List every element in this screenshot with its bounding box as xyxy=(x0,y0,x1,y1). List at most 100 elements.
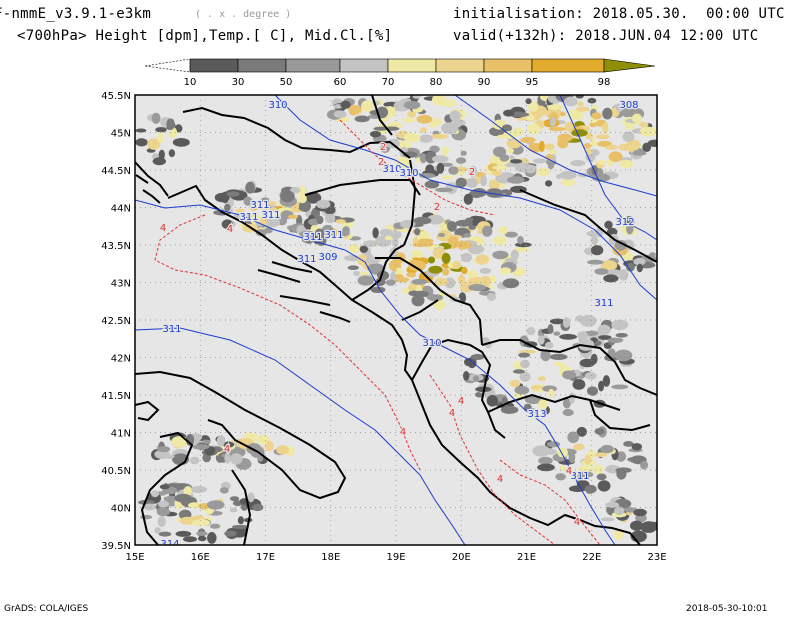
cloud-cell xyxy=(151,490,159,498)
cloud-cell xyxy=(192,519,211,527)
height-contour-label: 311 xyxy=(261,210,280,221)
latitude-label: 43.5N xyxy=(101,241,131,252)
cloud-cell xyxy=(504,231,518,238)
cloud-cell xyxy=(583,142,592,149)
cloud-cell xyxy=(441,122,459,135)
cloud-cell xyxy=(613,529,624,540)
cloud-cell xyxy=(519,371,531,382)
height-contour-label: 309 xyxy=(318,252,337,263)
cloud-cell xyxy=(179,516,196,525)
italy-toe-coast xyxy=(231,469,252,545)
cloud-cell xyxy=(429,145,440,153)
colorbar-segment xyxy=(531,58,605,73)
cloud-cell xyxy=(151,112,161,124)
cloud-cell xyxy=(598,380,605,392)
cloud-cell xyxy=(224,453,231,464)
longitude-label: 15E xyxy=(125,552,144,563)
cloud-cell xyxy=(335,219,346,224)
cloud-cell xyxy=(564,96,578,107)
albania-greece-coast xyxy=(411,379,641,545)
cloud-cell xyxy=(548,149,557,155)
cloud-cell xyxy=(472,375,480,382)
height-contour-310 xyxy=(274,95,657,301)
cloud-cell xyxy=(523,403,532,411)
cloud-cell xyxy=(196,531,208,536)
cloud-cell xyxy=(631,113,642,123)
cloud-cell xyxy=(606,227,618,236)
cloud-cell xyxy=(614,506,625,516)
cloud-cell xyxy=(555,473,566,481)
cloud-cell xyxy=(441,252,451,264)
cloud-cell xyxy=(411,294,425,307)
cloud-cell xyxy=(487,292,496,301)
cloud-cell xyxy=(414,228,421,236)
cloud-cell xyxy=(370,286,386,293)
height-contour-label: 313 xyxy=(527,409,546,420)
latitude-label: 42N xyxy=(111,354,131,365)
cloud-cell xyxy=(577,331,589,341)
cloud-cell xyxy=(600,444,614,454)
cloud-cell xyxy=(183,486,192,497)
cloud-cell xyxy=(644,521,657,531)
cloud-cell xyxy=(245,181,256,194)
cloud-cell xyxy=(594,428,605,435)
cloud-cell xyxy=(520,136,536,144)
cloud-cell xyxy=(605,464,620,474)
cloud-cell xyxy=(457,274,466,285)
axis-labels: 45.5N 45N 44.5N 44N 43.5N 43N 42.5N 42N 41.5N 41N… xyxy=(101,91,666,563)
cloud-cell xyxy=(470,354,485,360)
cloud-cell xyxy=(576,426,587,437)
italy-heel-coast xyxy=(135,370,347,500)
height-contour-label: 311 xyxy=(239,212,258,223)
cloud-cell xyxy=(362,240,379,248)
cloud-cell xyxy=(562,408,574,417)
cloud-cell xyxy=(158,531,172,537)
longitude-label: 19E xyxy=(386,552,405,563)
island-cres xyxy=(135,174,149,184)
cloud-cell xyxy=(357,275,374,286)
field-description: <700hPa> Height [dpm],Temp.[ C], Mid.Cl.… xyxy=(17,28,393,44)
cloud-cell xyxy=(605,269,622,276)
cloud-cell xyxy=(619,159,634,169)
cloud-cell xyxy=(614,349,633,362)
cloud-cell xyxy=(513,247,530,252)
temperature-contour-label: 2 xyxy=(380,142,386,153)
cloud-cell xyxy=(520,359,530,369)
cloud-cell xyxy=(553,331,561,336)
albania-kosovo-border xyxy=(401,299,439,321)
cloud-cell xyxy=(280,190,295,203)
cloud-cell xyxy=(615,104,624,113)
cloud-cell xyxy=(591,112,602,120)
height-contour-312 xyxy=(135,327,466,545)
cloud-cell xyxy=(611,384,629,390)
cloud-cell xyxy=(623,441,634,447)
cloud-cell xyxy=(584,454,591,465)
colorbar-segment xyxy=(435,58,485,73)
cloud-cell xyxy=(575,95,584,99)
island-hvar xyxy=(257,269,301,283)
cloud-cell xyxy=(567,431,580,444)
colorbar-segment xyxy=(285,58,341,73)
cloud-cell xyxy=(325,213,336,224)
latitude-label: 43N xyxy=(111,279,131,290)
cloud-cell xyxy=(608,151,623,162)
cloud-cell xyxy=(433,118,442,127)
cloud-cell xyxy=(518,352,530,358)
latitude-label: 41.5N xyxy=(101,391,131,402)
height-contour-label: 311 xyxy=(570,471,589,482)
greece-bulgaria-border xyxy=(589,399,651,432)
cloud-cell xyxy=(607,337,624,343)
cloud-cell xyxy=(419,134,433,143)
colorbar-tick-label: 90 xyxy=(478,77,491,88)
cloud-cell xyxy=(492,146,507,157)
cloud-cell xyxy=(467,270,478,279)
cloud-cell xyxy=(628,141,635,153)
cloud-cell xyxy=(577,338,595,351)
latitude-label: 41N xyxy=(111,429,131,440)
longitude-label: 21E xyxy=(517,552,536,563)
height-contour-label: 311 xyxy=(250,200,269,211)
cloud-cell xyxy=(427,294,444,302)
cloud-cell xyxy=(249,204,259,211)
cloud-cell xyxy=(480,175,487,187)
